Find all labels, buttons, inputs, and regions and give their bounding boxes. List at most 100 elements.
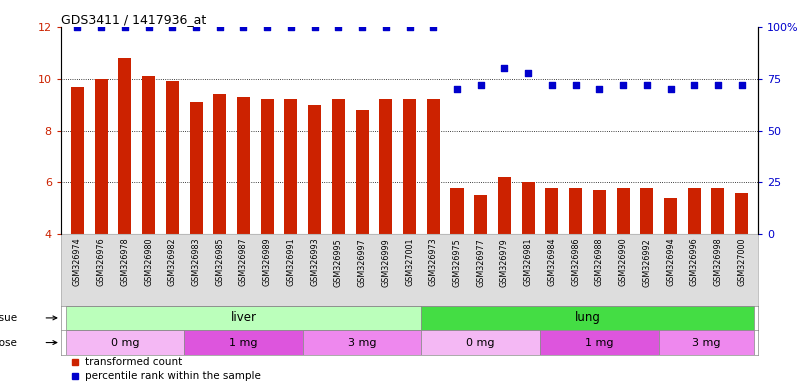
Bar xyxy=(403,99,416,234)
Text: GSM326983: GSM326983 xyxy=(191,238,200,286)
Text: GSM326973: GSM326973 xyxy=(429,238,438,286)
Text: lung: lung xyxy=(574,311,600,324)
Text: GSM326991: GSM326991 xyxy=(286,238,295,286)
Point xyxy=(213,24,226,30)
Text: GSM326999: GSM326999 xyxy=(381,238,390,286)
Bar xyxy=(498,177,511,234)
Text: GDS3411 / 1417936_at: GDS3411 / 1417936_at xyxy=(61,13,206,26)
Text: 3 mg: 3 mg xyxy=(692,338,720,348)
Bar xyxy=(303,330,422,355)
Bar xyxy=(190,102,203,234)
Point xyxy=(260,24,273,30)
Point xyxy=(308,24,321,30)
Point xyxy=(118,24,131,30)
Text: GSM326986: GSM326986 xyxy=(571,238,580,286)
Point xyxy=(498,65,511,71)
Bar xyxy=(95,79,108,234)
Bar xyxy=(260,99,274,234)
Bar xyxy=(165,81,179,234)
Text: GSM326992: GSM326992 xyxy=(642,238,651,286)
Text: GSM326980: GSM326980 xyxy=(144,238,153,286)
Bar xyxy=(540,330,659,355)
Point xyxy=(427,24,440,30)
Text: GSM326981: GSM326981 xyxy=(524,238,533,286)
Point xyxy=(403,24,416,30)
Text: GSM326993: GSM326993 xyxy=(310,238,320,286)
Text: GSM326996: GSM326996 xyxy=(689,238,699,286)
Point xyxy=(71,24,84,30)
Bar xyxy=(569,188,582,234)
Text: GSM326978: GSM326978 xyxy=(120,238,130,286)
Bar xyxy=(380,99,393,234)
Point xyxy=(451,86,464,92)
Bar xyxy=(285,99,298,234)
Bar xyxy=(474,195,487,234)
Text: GSM326979: GSM326979 xyxy=(500,238,509,286)
Bar xyxy=(688,188,701,234)
Point xyxy=(190,24,203,30)
Point xyxy=(569,82,582,88)
Text: GSM326995: GSM326995 xyxy=(334,238,343,286)
Bar xyxy=(332,99,345,234)
Point xyxy=(380,24,393,30)
Text: 0 mg: 0 mg xyxy=(110,338,139,348)
Point xyxy=(546,82,559,88)
Text: GSM327000: GSM327000 xyxy=(737,238,746,286)
Text: liver: liver xyxy=(230,311,256,324)
Bar xyxy=(118,58,131,234)
Point xyxy=(641,82,654,88)
Bar xyxy=(422,330,540,355)
Text: GSM326990: GSM326990 xyxy=(619,238,628,286)
Point xyxy=(736,82,749,88)
Text: percentile rank within the sample: percentile rank within the sample xyxy=(85,371,261,381)
Point xyxy=(664,86,677,92)
Point xyxy=(688,82,701,88)
Bar xyxy=(593,190,606,234)
Text: 1 mg: 1 mg xyxy=(585,338,614,348)
Bar xyxy=(521,182,534,234)
Text: tissue: tissue xyxy=(0,313,18,323)
Point xyxy=(142,24,155,30)
Point xyxy=(474,82,487,88)
Text: GSM326989: GSM326989 xyxy=(263,238,272,286)
Text: GSM326988: GSM326988 xyxy=(594,238,604,286)
Text: GSM326987: GSM326987 xyxy=(239,238,248,286)
Bar xyxy=(184,330,303,355)
Text: GSM326974: GSM326974 xyxy=(73,238,82,286)
Text: GSM326998: GSM326998 xyxy=(714,238,723,286)
Point xyxy=(616,82,629,88)
Text: 1 mg: 1 mg xyxy=(230,338,258,348)
Point xyxy=(95,24,108,30)
Bar xyxy=(545,188,559,234)
Bar xyxy=(450,188,464,234)
Text: 3 mg: 3 mg xyxy=(348,338,376,348)
Text: dose: dose xyxy=(0,338,18,348)
Text: GSM326976: GSM326976 xyxy=(97,238,105,286)
Point xyxy=(355,24,368,30)
Text: transformed count: transformed count xyxy=(85,358,182,367)
Bar xyxy=(640,188,654,234)
Bar xyxy=(616,188,629,234)
Text: GSM326982: GSM326982 xyxy=(168,238,177,286)
Bar xyxy=(142,76,155,234)
Bar xyxy=(659,330,753,355)
Point xyxy=(711,82,724,88)
Bar xyxy=(308,105,321,234)
Bar xyxy=(355,110,369,234)
Bar xyxy=(735,193,749,234)
Bar xyxy=(711,188,724,234)
Text: GSM326997: GSM326997 xyxy=(358,238,367,286)
Point xyxy=(237,24,250,30)
Bar xyxy=(427,99,440,234)
Bar xyxy=(66,330,184,355)
Bar xyxy=(71,86,84,234)
Point xyxy=(332,24,345,30)
Text: GSM326994: GSM326994 xyxy=(666,238,675,286)
Bar xyxy=(66,306,422,330)
Bar xyxy=(422,306,753,330)
Bar xyxy=(664,198,677,234)
Text: 0 mg: 0 mg xyxy=(466,338,495,348)
Text: GSM327001: GSM327001 xyxy=(405,238,414,286)
Point xyxy=(285,24,298,30)
Text: GSM326975: GSM326975 xyxy=(453,238,461,286)
